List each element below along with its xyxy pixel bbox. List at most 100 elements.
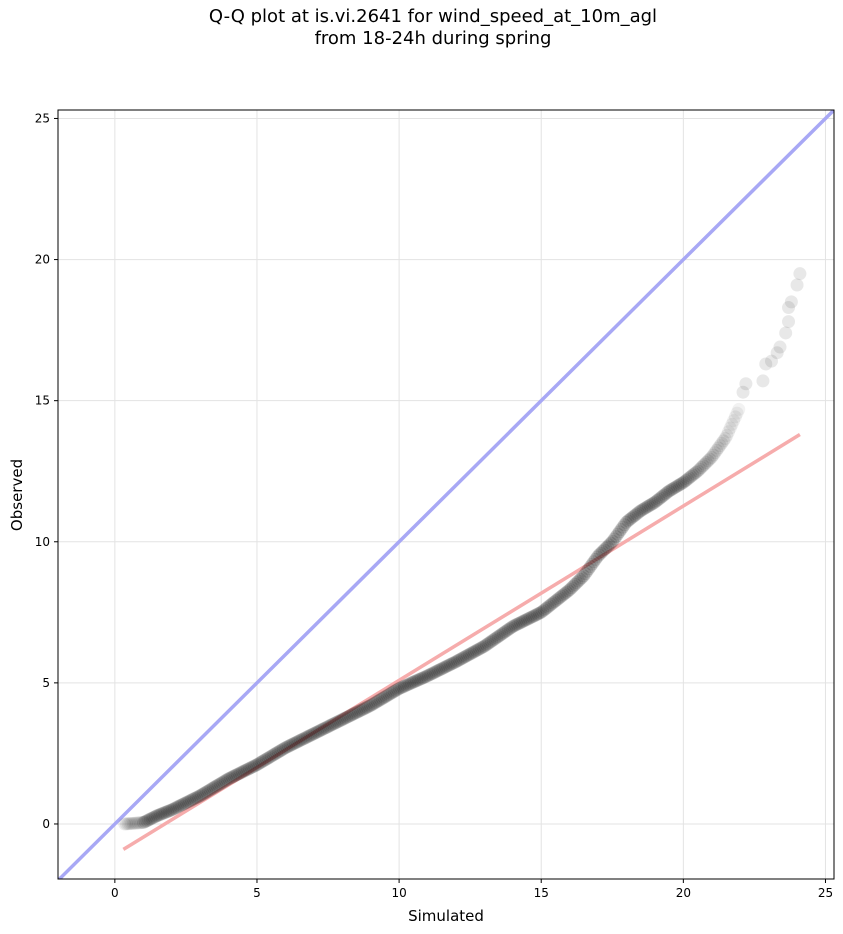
data-point — [481, 637, 495, 651]
data-point — [662, 484, 676, 498]
data-point — [730, 406, 744, 420]
data-point — [773, 340, 787, 354]
data-point — [621, 514, 635, 528]
data-point — [382, 687, 396, 701]
data-point — [519, 613, 533, 627]
data-point — [655, 490, 669, 504]
data-point — [782, 315, 796, 329]
data-point — [732, 402, 746, 416]
data-point — [311, 725, 325, 739]
data-point — [679, 473, 693, 487]
data-point — [643, 498, 657, 512]
data-point — [524, 611, 538, 625]
data-point — [691, 464, 705, 478]
data-point — [782, 301, 796, 315]
data-point — [437, 661, 451, 675]
data-point — [196, 787, 210, 801]
data-point — [186, 792, 200, 806]
data-point — [582, 562, 596, 576]
data-point — [490, 631, 504, 645]
data-point — [142, 813, 156, 827]
data-point — [495, 627, 509, 641]
data-point — [375, 692, 389, 705]
data-point — [358, 701, 372, 715]
data-point — [118, 817, 132, 831]
data-point — [174, 798, 188, 812]
data-point — [633, 504, 647, 518]
data-point — [421, 668, 435, 682]
data-point — [401, 678, 415, 692]
data-point — [396, 680, 410, 694]
data-point — [275, 743, 289, 757]
y-tick-label: 15 — [35, 394, 50, 408]
data-point — [534, 605, 548, 619]
data-point — [701, 454, 715, 468]
data-point — [527, 609, 541, 623]
data-point — [179, 796, 193, 810]
x-axis-label: Simulated — [408, 907, 484, 925]
data-point — [537, 603, 551, 617]
data-point — [345, 708, 359, 722]
data-point — [246, 760, 260, 774]
data-point — [264, 749, 278, 763]
data-point — [449, 655, 463, 669]
data-point — [172, 799, 186, 813]
data-point — [273, 744, 287, 758]
data-point — [406, 675, 420, 689]
data-point — [554, 589, 568, 603]
data-point — [350, 705, 364, 719]
data-point — [725, 417, 739, 431]
data-point — [428, 665, 442, 679]
data-points — [118, 267, 807, 831]
data-point — [653, 491, 667, 505]
data-point — [276, 742, 290, 756]
data-point — [580, 564, 594, 578]
data-point — [131, 816, 145, 830]
data-point — [177, 797, 191, 811]
data-point — [271, 745, 285, 759]
data-point — [324, 718, 338, 732]
data-point — [546, 596, 560, 610]
data-point — [220, 773, 234, 787]
data-point — [333, 714, 347, 728]
data-point — [718, 432, 732, 446]
data-point — [626, 510, 640, 524]
data-point — [154, 807, 168, 821]
data-point — [208, 780, 222, 794]
data-point — [645, 497, 659, 511]
data-point — [362, 699, 376, 713]
data-point — [672, 478, 686, 492]
data-point — [452, 653, 466, 667]
data-point — [592, 548, 606, 562]
data-point — [560, 585, 574, 599]
data-point — [536, 604, 550, 618]
data-point — [445, 657, 459, 671]
data-point — [713, 439, 727, 453]
data-point — [305, 727, 319, 741]
data-point — [355, 703, 369, 717]
data-point — [341, 710, 355, 724]
data-point — [210, 779, 224, 793]
data-point — [312, 724, 326, 738]
data-point — [658, 487, 672, 501]
data-point — [727, 414, 741, 428]
data-point — [374, 693, 388, 707]
x-tick-label: 10 — [391, 886, 406, 900]
data-point — [556, 588, 570, 602]
data-point — [790, 278, 804, 292]
data-point — [628, 508, 642, 522]
data-point — [299, 731, 313, 745]
data-point — [517, 614, 531, 628]
data-point — [466, 646, 480, 660]
data-point — [244, 761, 258, 775]
data-point — [616, 520, 630, 534]
data-point — [665, 482, 679, 496]
data-point — [234, 766, 248, 780]
data-point — [715, 436, 729, 450]
data-point — [703, 452, 717, 466]
data-point — [573, 572, 587, 586]
data-point — [201, 784, 215, 798]
data-point — [711, 441, 725, 455]
data-point — [551, 592, 565, 606]
data-point — [779, 326, 793, 340]
